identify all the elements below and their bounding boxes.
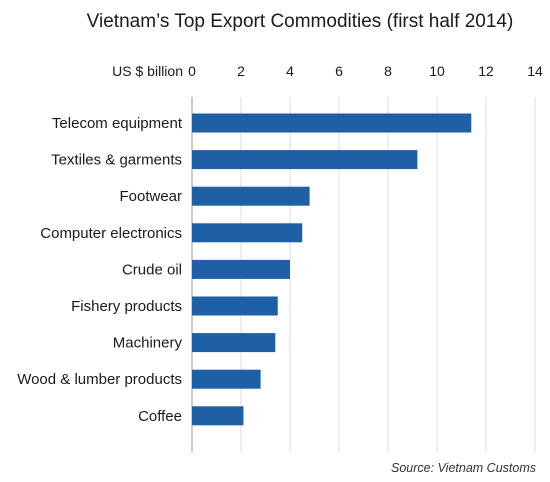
bar — [192, 186, 310, 206]
bar — [192, 369, 261, 389]
x-tick-labels: 0 2 4 6 8 10 12 14 — [188, 63, 543, 79]
x-tick-label: 2 — [237, 63, 245, 79]
bar — [192, 296, 278, 316]
category-label: Machinery — [113, 335, 183, 352]
category-label: Textiles & garments — [51, 152, 182, 169]
bar — [192, 333, 276, 353]
category-label: Computer electronics — [40, 225, 182, 242]
category-label: Footwear — [119, 188, 182, 205]
bar — [192, 150, 418, 170]
bar — [192, 259, 290, 279]
category-label: Crude oil — [122, 261, 182, 278]
category-label: Fishery products — [71, 298, 182, 315]
x-tick-label: 10 — [429, 63, 445, 79]
source-note: Source: Vietnam Customs — [391, 461, 536, 475]
x-tick-label: 4 — [286, 63, 294, 79]
x-tick-label: 14 — [527, 63, 543, 79]
bar — [192, 223, 303, 243]
bars — [192, 113, 472, 426]
x-tick-label: 0 — [188, 63, 196, 79]
bar — [192, 406, 244, 426]
chart-title: Vietnam’s Top Export Commodities (first … — [87, 11, 514, 32]
unit-label: US $ billion — [112, 63, 183, 79]
category-labels: Telecom equipment Textiles & garments Foot… — [17, 115, 183, 425]
x-tick-label: 6 — [335, 63, 343, 79]
x-tick-label: 8 — [384, 63, 392, 79]
x-tick-label: 12 — [478, 63, 494, 79]
category-label: Telecom equipment — [52, 115, 183, 132]
category-label: Wood & lumber products — [17, 371, 182, 388]
bar — [192, 113, 472, 133]
category-label: Coffee — [138, 408, 182, 425]
